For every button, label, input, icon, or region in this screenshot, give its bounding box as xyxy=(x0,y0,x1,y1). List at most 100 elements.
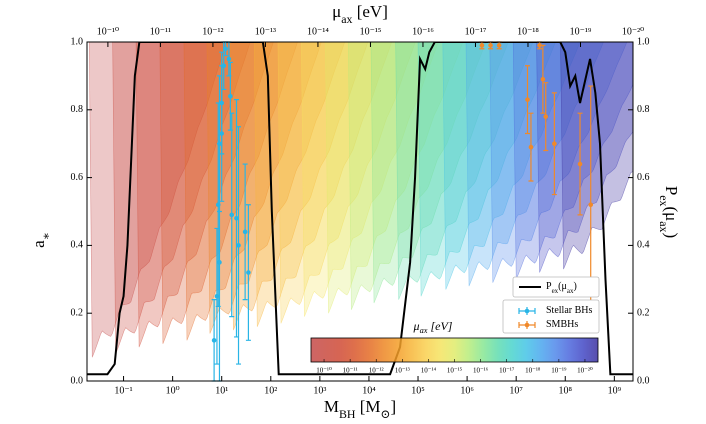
exclusion-region xyxy=(253,42,392,327)
legend-label: SMBHs xyxy=(546,319,578,330)
plot-frame xyxy=(86,41,634,382)
data-point xyxy=(528,144,534,150)
x-tick-label: 10⁵ xyxy=(411,385,425,396)
y-axis-label-part: ∗ xyxy=(39,232,53,240)
x2-tick-label: 10⁻¹¹ xyxy=(150,26,171,37)
x-tick-label: 10³ xyxy=(313,385,326,396)
y2-tick-label: 0.0 xyxy=(637,375,650,386)
x-tick-label: 10² xyxy=(264,385,277,396)
exclusion-region xyxy=(417,42,556,297)
colorbar-tick-label: 10⁻¹¹ xyxy=(343,367,358,375)
data-point xyxy=(219,100,225,106)
data-point xyxy=(211,338,217,343)
legend-label-part: P xyxy=(546,281,552,292)
x-axis-label-part: [M xyxy=(355,397,380,416)
legend-label: Pex(μax) xyxy=(546,281,577,294)
exclusion-region xyxy=(135,42,274,348)
y2-tick-label: 1.0 xyxy=(637,36,650,47)
y2-tick-label: 0.6 xyxy=(637,172,650,183)
colorbar-tick-label: 10⁻¹⁸ xyxy=(525,367,541,375)
exclusion-regions xyxy=(88,42,633,358)
x-tick-label: 10⁸ xyxy=(559,385,573,396)
y2-axis-label-part: ) xyxy=(662,233,681,239)
data-point xyxy=(479,43,485,48)
x2-axis-label-part: [eV] xyxy=(352,2,387,21)
data-point xyxy=(552,141,557,146)
data-point xyxy=(588,202,594,208)
x2-tick-label: 10⁻¹⁸ xyxy=(517,26,539,37)
y-axis-label-part: a xyxy=(29,240,48,248)
x-axis-label-part: M xyxy=(324,397,339,416)
y-tick-label: 1.0 xyxy=(71,36,84,47)
exclusion-region xyxy=(348,42,487,310)
x2-tick-label: 10⁻¹⁴ xyxy=(307,26,329,37)
y-axis-label: a∗ xyxy=(29,232,53,248)
colorbar-tick-label: 10⁻¹² xyxy=(369,367,384,375)
data-point xyxy=(537,43,542,48)
data-point xyxy=(488,43,493,48)
data-point xyxy=(525,97,530,102)
y2-tick-label: 0.4 xyxy=(637,240,650,251)
x2-axis-label-part: ax xyxy=(341,12,352,26)
y-tick-label: 0.6 xyxy=(71,172,84,183)
colorbar-tick-label: 10⁻¹⁹ xyxy=(551,367,567,375)
line xyxy=(87,42,633,376)
data-point xyxy=(229,212,235,218)
data-marks xyxy=(87,42,633,376)
colorbar-tick-label: 10⁻¹³ xyxy=(395,367,410,375)
colorbar-tick-label: 10⁻¹⁴ xyxy=(421,367,437,375)
colorbar-tick-label: 10⁻²⁰ xyxy=(577,367,593,375)
exclusion-region xyxy=(489,42,628,283)
x-axis-label-part: BH xyxy=(339,407,356,421)
legend-label-part: ex xyxy=(552,287,559,295)
colorbar-tick-label: 10⁻¹⁵ xyxy=(447,367,463,375)
axes: 10⁻¹ 10⁰ 10¹ 10² 10³ 10⁴ 10⁵ 10⁶ 10⁷ 10⁸ 10⁹ 10⁻¹⁰ 1… xyxy=(29,2,681,421)
colorbar-label: μax [eV] xyxy=(413,319,453,336)
legend-box xyxy=(512,276,600,298)
colorbar-label-part: [eV] xyxy=(427,319,452,333)
exclusion-region xyxy=(159,42,298,344)
x-axis-label: MBH [M⊙] xyxy=(324,397,396,421)
x2-tick-label: 10⁻¹² xyxy=(202,26,223,37)
legend-label-part: Stellar BHs xyxy=(546,305,592,316)
data-point xyxy=(236,243,241,248)
y-tick-label: 0.4 xyxy=(71,240,84,251)
data-point xyxy=(223,46,228,52)
y2-axis-label-part: (μ xyxy=(662,207,681,222)
data-point xyxy=(217,260,222,265)
x2-tick-label: 10⁻¹⁹ xyxy=(570,26,592,37)
colorbar xyxy=(310,337,599,363)
y2-tick-label: 0.8 xyxy=(637,104,650,115)
x2-tick-label: 10⁻¹³ xyxy=(255,26,276,37)
data-point xyxy=(246,270,251,275)
legend-marker xyxy=(524,308,530,314)
data-point xyxy=(217,141,222,146)
exclusion-region xyxy=(301,42,439,317)
legend-label-part: SMBHs xyxy=(546,319,578,330)
data-point xyxy=(242,229,248,235)
legend-label-part: (μ xyxy=(558,281,567,292)
y-tick-label: 0.2 xyxy=(71,307,84,318)
legend-label-part: ) xyxy=(573,281,576,292)
colorbar-label-part: ax xyxy=(420,326,428,335)
x-tick-label: 10⁰ xyxy=(166,385,180,396)
x-axis-label-part: ⊙ xyxy=(381,407,391,421)
x2-tick-label: 10⁻¹⁵ xyxy=(360,26,382,37)
exclusion-region xyxy=(88,42,227,358)
data-point xyxy=(228,93,233,99)
data-point xyxy=(234,215,239,221)
colorbar-tick-label: 10⁻¹⁷ xyxy=(499,367,515,375)
colorbar-tick-label: 10⁻¹⁰ xyxy=(316,367,332,375)
x-axis-label-part: ] xyxy=(390,397,396,416)
x-tick-label: 10⁻¹ xyxy=(114,385,132,396)
x-tick-label: 10⁷ xyxy=(509,385,523,396)
data-point xyxy=(221,63,227,69)
exclusion-region xyxy=(325,42,464,314)
data-point xyxy=(496,43,502,48)
y2-axis-label-part: ex xyxy=(657,195,671,206)
exclusion-region xyxy=(112,42,251,354)
y-tick-label: 0.0 xyxy=(71,375,84,386)
x-tick-label: 10⁴ xyxy=(362,385,376,396)
